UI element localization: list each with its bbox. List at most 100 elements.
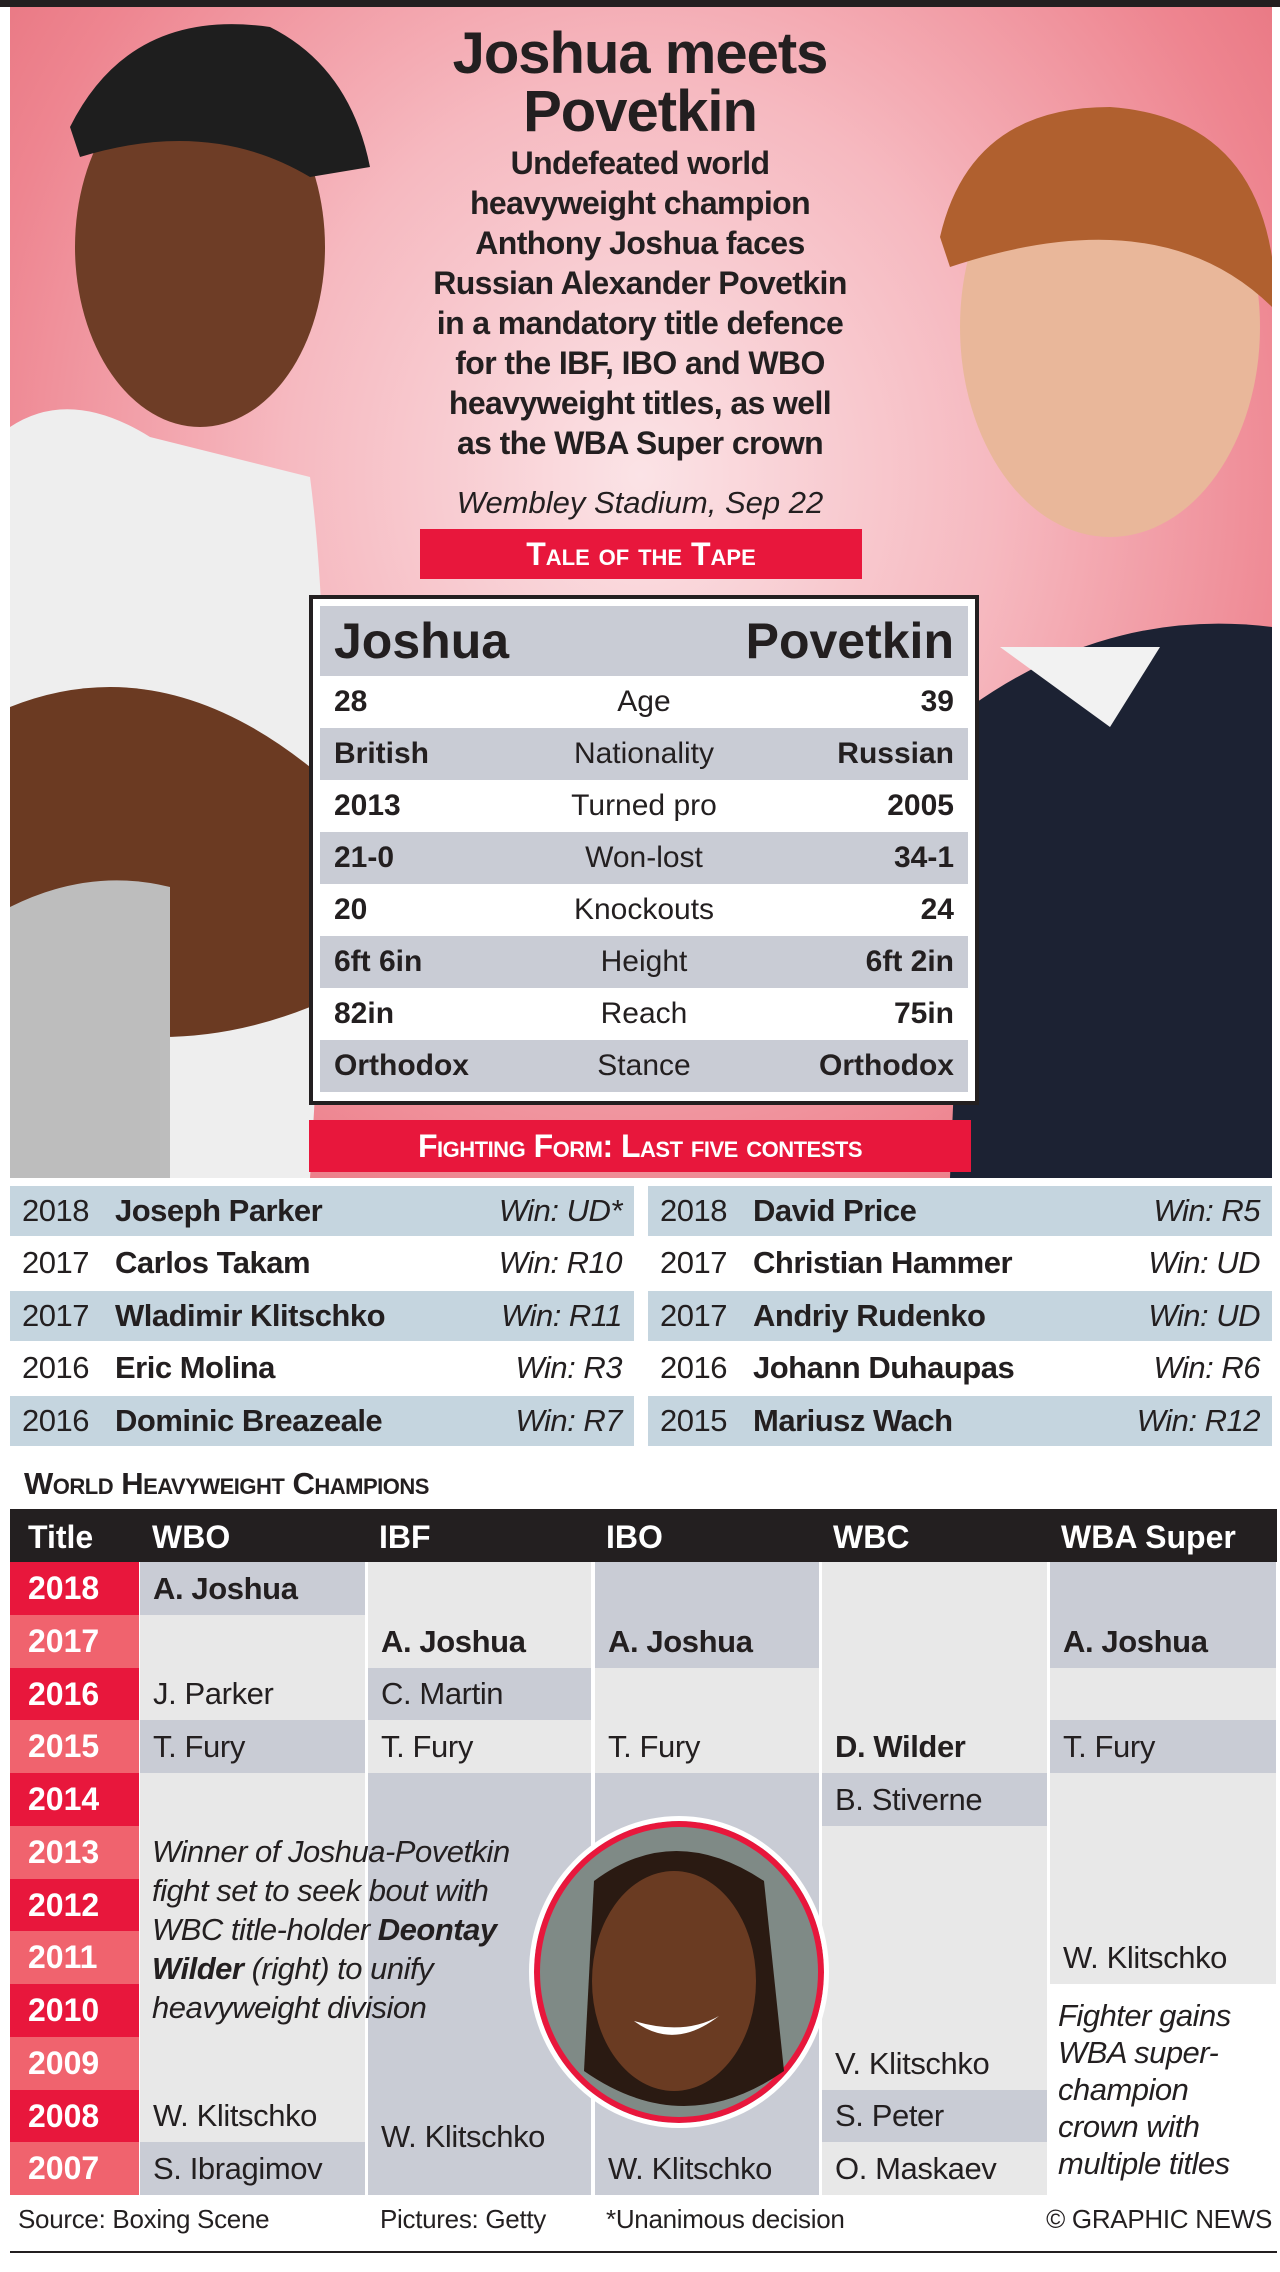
note-text: (right) to unify heavyweight division — [152, 1951, 434, 2025]
column-header: IBF — [379, 1519, 431, 1555]
note-bold-text: Deontay Wilder — [152, 1912, 497, 1986]
tape-row: British Nationality Russian — [320, 728, 968, 780]
opponent-name: Joseph Parker — [115, 1193, 323, 1228]
description: Undefeated world heavyweight champion An… — [310, 143, 970, 463]
povetkin-contest-row: 2018 David Price Win: R5 — [648, 1186, 1272, 1236]
description-line: Anthony Joshua faces — [475, 225, 805, 261]
year-label: 2011 — [10, 1931, 139, 1985]
wba-note: Fighter gains WBA super-champion crown w… — [1058, 1998, 1231, 2181]
champion-cell: A. Joshua — [595, 1562, 819, 1668]
povetkin-value: Russian — [837, 737, 954, 770]
povetkin-value: 39 — [920, 685, 954, 718]
note-text: Winner of Joshua-Povetkin fight set to s… — [152, 1834, 510, 1947]
year-label: 2009 — [10, 2036, 139, 2090]
source-text: Source: Boxing Scene — [18, 2204, 270, 2234]
champion-cell: B. Stiverne — [822, 1773, 1047, 1826]
opponent-name: David Price — [753, 1193, 917, 1228]
wilder-note: Winner of Joshua-Povetkin fight set to s… — [152, 1832, 512, 2027]
wilder-photo — [529, 1816, 829, 2128]
champion-name: T. Fury — [608, 1729, 700, 1764]
champion-cell: A. Joshua — [140, 1562, 365, 1615]
year-label: 2007 — [10, 2142, 139, 2196]
champion-cell: T. Fury — [368, 1720, 591, 1773]
champion-cell: C. Martin — [368, 1667, 591, 1721]
champion-name: C. Martin — [381, 1676, 504, 1712]
champion-name: W. Klitschko — [1063, 1940, 1228, 1975]
joshua-contest-row: 2017 Carlos Takam Win: R10 — [10, 1238, 634, 1288]
opponent-name: Johann Duhaupas — [753, 1350, 1015, 1386]
povetkin-contest-row: 2017 Christian Hammer Win: UD — [648, 1238, 1272, 1288]
contest-year: 2017 — [22, 1297, 89, 1333]
champion-cell: V. Klitschko — [822, 1825, 1047, 2090]
tape-header-row: Joshua Povetkin — [320, 606, 968, 676]
contest-result: Win: R12 — [1136, 1402, 1261, 1438]
champion-cell: T. Fury — [1050, 1720, 1276, 1773]
stat-label: Turned pro — [571, 789, 717, 822]
joshua-value: 20 — [334, 893, 368, 926]
description-line: Undefeated world — [510, 145, 770, 181]
description-line: heavyweight champion — [469, 185, 811, 221]
opponent-name: Wladimir Klitschko — [115, 1297, 386, 1333]
champion-name: A. Joshua — [381, 1623, 526, 1659]
tale-of-tape-table: Joshua Povetkin 28 Age 39 British Nationalit… — [309, 595, 979, 1105]
champion-name: T. Fury — [153, 1729, 245, 1764]
champion-name: W. Klitschko — [608, 2151, 773, 2186]
contest-result: Win: R7 — [515, 1402, 623, 1438]
champion-cell — [1050, 1984, 1276, 2195]
contest-year: 2015 — [660, 1402, 727, 1438]
year-label: 2014 — [10, 1773, 139, 1826]
description-line: for the IBF, IBO and WBO — [455, 345, 825, 381]
year-label: 2008 — [10, 2089, 139, 2143]
pictures-credit: Pictures: Getty — [380, 2204, 546, 2234]
champion-name: A. Joshua — [153, 1570, 298, 1606]
stat-label: Won-lost — [585, 841, 703, 874]
joshua-value: 82in — [334, 997, 395, 1030]
povetkin-photo — [940, 107, 1272, 1178]
contest-year: 2016 — [22, 1402, 89, 1438]
povetkin-value: 2005 — [887, 789, 954, 822]
contest-year: 2018 — [22, 1193, 89, 1228]
column-header: IBO — [606, 1519, 663, 1555]
champion-name: V. Klitschko — [835, 2045, 990, 2081]
champion-cell — [140, 1773, 365, 2090]
tape-row: Orthodox Stance Orthodox — [320, 1040, 968, 1092]
champion-name: S. Ibragimov — [153, 2151, 323, 2186]
column-header: WBO — [152, 1519, 231, 1555]
povetkin-name: Povetkin — [745, 613, 954, 669]
top-rule — [0, 0, 1280, 7]
tale-of-tape-heading: Tale of the Tape — [420, 529, 862, 579]
opponent-name: Andriy Rudenko — [753, 1297, 986, 1333]
champion-cell: T. Fury — [595, 1667, 819, 1773]
tape-row: 20 Knockouts 24 — [320, 884, 968, 936]
povetkin-value: 75in — [893, 997, 954, 1030]
description-line: as the WBA Super crown — [456, 425, 824, 461]
stat-label: Stance — [597, 1049, 691, 1082]
champion-cell: O. Maskaev — [822, 2142, 1047, 2195]
opponent-name: Christian Hammer — [753, 1245, 1013, 1281]
contest-year: 2016 — [22, 1350, 89, 1386]
year-label: 2016 — [10, 1667, 139, 1721]
champion-cell: A. Joshua — [368, 1562, 591, 1668]
champion-cell: T. Fury — [140, 1720, 365, 1773]
povetkin-value: 24 — [920, 893, 954, 926]
champion-name: D. Wilder — [835, 1729, 966, 1764]
contest-year: 2017 — [22, 1245, 89, 1281]
povetkin-value: 6ft 2in — [865, 945, 954, 978]
tape-row: 21-0 Won-lost 34-1 — [320, 832, 968, 884]
hero-photo-area: Joshua meets Povetkin Undefeated world h… — [10, 7, 1272, 1178]
povetkin-contest-row: 2017 Andriy Rudenko Win: UD — [648, 1290, 1272, 1341]
champion-name: B. Stiverne — [835, 1781, 983, 1817]
year-label: 2012 — [10, 1878, 139, 1932]
champion-cell: A. Joshua — [1050, 1562, 1276, 1668]
stat-label: Height — [600, 945, 688, 978]
contest-result: Win: R11 — [501, 1297, 622, 1333]
champion-name: A. Joshua — [1063, 1623, 1208, 1659]
contest-result: Win: UD — [1148, 1245, 1260, 1281]
opponent-name: Dominic Breazeale — [115, 1402, 383, 1438]
joshua-contest-row: 2016 Eric Molina Win: R3 — [10, 1343, 634, 1393]
champion-name: S. Peter — [835, 2098, 944, 2134]
year-label: 2017 — [10, 1614, 139, 1668]
povetkin-contest-row: 2015 Mariusz Wach Win: R12 — [648, 1395, 1272, 1446]
champion-name: W. Klitschko — [153, 2098, 318, 2134]
stat-label: Knockouts — [573, 893, 715, 926]
